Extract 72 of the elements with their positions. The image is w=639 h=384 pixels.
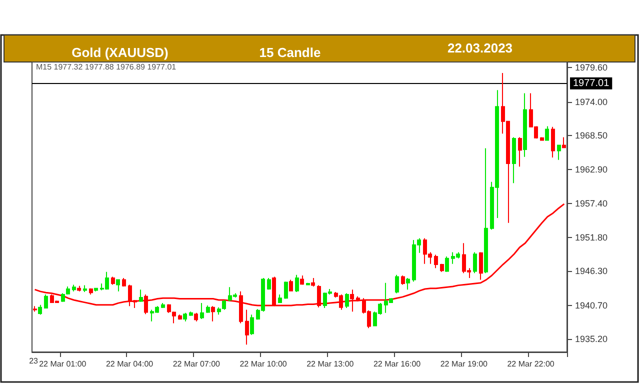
candlestick bbox=[206, 305, 210, 314]
y-tick-label: 1968.50 bbox=[575, 130, 608, 140]
candlestick bbox=[356, 296, 360, 302]
candlestick bbox=[401, 275, 405, 286]
x-tick-label: 22 Mar 07:00 bbox=[172, 360, 221, 368]
candlestick bbox=[38, 304, 42, 316]
annotation: M15 1977.32 1977.88 1976.89 1977.01 bbox=[36, 62, 177, 72]
y-tick-label: 1957.40 bbox=[575, 198, 608, 208]
candlestick bbox=[72, 284, 76, 292]
candlestick bbox=[484, 148, 488, 274]
candlestick bbox=[278, 294, 282, 304]
candlestick bbox=[540, 136, 544, 141]
candlestick bbox=[139, 289, 143, 302]
candlestick bbox=[289, 279, 293, 292]
candlestick bbox=[77, 285, 81, 292]
candlestick bbox=[434, 254, 438, 269]
y-tick-label: 1940.70 bbox=[575, 300, 608, 310]
candlestick bbox=[89, 288, 93, 295]
candlestick bbox=[300, 275, 304, 286]
candlestick bbox=[194, 312, 198, 322]
candlestick bbox=[562, 136, 566, 148]
candlestick bbox=[33, 306, 37, 312]
candlestick bbox=[267, 277, 271, 290]
candlestick bbox=[518, 136, 522, 168]
candlestick bbox=[183, 312, 187, 322]
chart-subtitle: 15 Candle bbox=[259, 45, 321, 60]
candlestick bbox=[395, 274, 399, 294]
x-tick-label: 22 Mar 22:00 bbox=[507, 360, 555, 368]
candlestick bbox=[345, 292, 349, 308]
candlestick bbox=[545, 126, 549, 141]
x-tick-label: 22 Mar 19:00 bbox=[440, 360, 488, 368]
candlestick bbox=[295, 274, 299, 293]
y-tick-label: 1962.90 bbox=[575, 164, 608, 175]
y-tick-label: 1935.20 bbox=[575, 334, 608, 344]
text: 22.03.2023 bbox=[447, 40, 513, 56]
x-tick-label: 22 Mar 01:00 bbox=[39, 360, 87, 368]
chart-title: Gold (XAUUSD) bbox=[72, 45, 168, 60]
candlestick bbox=[44, 294, 48, 310]
x-tick-label: 22 Mar 04:00 bbox=[106, 360, 154, 368]
y-tick-label: 1979.60 bbox=[575, 62, 608, 73]
y-tick-label: 1946.30 bbox=[575, 266, 608, 276]
candlestick bbox=[122, 277, 126, 288]
ref-line-label: 1977.01 bbox=[573, 78, 610, 89]
candlestick bbox=[523, 92, 527, 158]
candlestick bbox=[189, 311, 193, 316]
candlestick bbox=[178, 314, 182, 320]
candlestick bbox=[512, 136, 516, 184]
candlestick bbox=[211, 306, 215, 322]
candlestick bbox=[557, 144, 561, 160]
candlestick bbox=[440, 263, 444, 272]
candlestick bbox=[245, 309, 249, 346]
candlestick bbox=[284, 281, 288, 300]
candlestick bbox=[311, 277, 315, 288]
candlestick bbox=[111, 276, 115, 286]
x-tick-label: 22 Mar 16:00 bbox=[373, 360, 422, 368]
candlestick bbox=[116, 278, 120, 292]
x-tick-label: 22 Mar 10:00 bbox=[240, 360, 288, 368]
candlestick bbox=[445, 256, 449, 272]
candlestick bbox=[94, 288, 98, 292]
candlestick bbox=[306, 282, 310, 286]
candlestick bbox=[83, 284, 87, 293]
y-tick-label: 1974.00 bbox=[575, 96, 608, 107]
candlestick bbox=[479, 252, 483, 280]
text: 23 bbox=[29, 356, 39, 366]
candlestick bbox=[200, 302, 204, 320]
y-tick-label: 1951.80 bbox=[575, 232, 608, 243]
x-tick-label: 22 Mar 13:00 bbox=[306, 360, 354, 368]
candlestick bbox=[473, 252, 477, 274]
candlestick bbox=[551, 126, 555, 158]
candlestick bbox=[250, 314, 254, 336]
candlestick bbox=[161, 302, 165, 308]
candlestick bbox=[406, 277, 410, 290]
